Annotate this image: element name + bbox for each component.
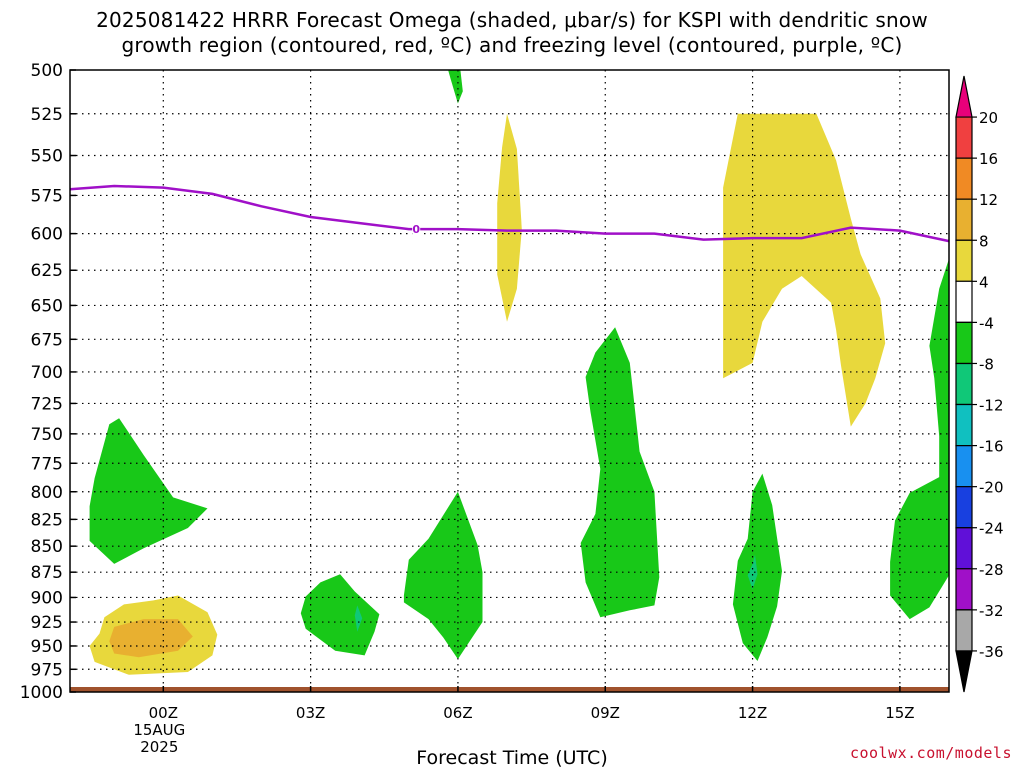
colorbar-swatch-5 [955,280,973,323]
colorbar-swatch-1 [955,116,973,159]
y-tick-label-825: 825 [31,510,63,530]
x-tick-date: 15AUG [133,721,185,739]
colorbar-label-6: -8 [979,355,994,373]
chart-title-line2: growth region (contoured, red, ºC) and f… [121,33,903,57]
y-tick-label-550: 550 [31,147,63,167]
y-tick-label-675: 675 [31,330,63,350]
omega-shading [89,70,949,675]
y-tick-label-800: 800 [31,483,63,503]
colorbar-swatch-3 [955,198,973,241]
colorbar-swatch-12 [955,568,973,611]
omega-region-6 [448,70,463,104]
colorbar-swatch-10 [955,486,973,529]
freezing-level-contour: 0 [69,184,950,243]
y-tick-label-575: 575 [31,186,63,206]
colorbar-label-12: -32 [979,602,1004,620]
x-tick-label-06Z: 06Z [443,704,472,722]
y-tick-label-725: 725 [31,394,63,414]
surface-band [70,687,949,692]
colorbar-label-11: -28 [979,561,1004,579]
y-tick-label-775: 775 [31,454,63,474]
colorbar-swatch-7 [955,362,973,406]
omega-region-10 [732,473,782,661]
omega-region-8 [580,327,660,618]
credit-link[interactable]: coolwx.com/models [849,744,1012,762]
colorbar-label-7: -12 [979,397,1004,415]
omega-region-7 [497,113,522,322]
omega-region-3 [300,574,380,656]
colorbar: 20 16 12 8 4 -4 -8 -12 -16 -20 -24 -28 -32 -36 [955,75,1004,693]
y-tick-label-500: 500 [31,61,63,81]
x-tick-label-15Z: 15Z [885,704,914,722]
x-axis-label: Forecast Time (UTC) [416,747,608,769]
freezing-level-label: 0 [412,223,420,236]
colorbar-label-2: 12 [979,191,998,209]
colorbar-label-1: 16 [979,150,998,168]
omega-region-2 [89,418,208,564]
omega-region-5 [403,491,483,660]
colorbar-label-13: -36 [979,643,1004,661]
colorbar-label-10: -24 [979,520,1004,538]
y-tick-label-600: 600 [31,225,63,245]
colorbar-swatch-0 [955,75,973,118]
colorbar-label-3: 8 [979,232,989,250]
gridlines [70,70,949,692]
y-tick-label-900: 900 [31,588,63,608]
colorbar-label-8: -16 [979,438,1004,456]
colorbar-swatch-13 [955,609,973,652]
y-tick-label-625: 625 [31,261,63,281]
colorbar-swatch-9 [955,445,973,488]
y-tick-label-700: 700 [31,363,63,383]
x-tick-label-09Z: 09Z [591,704,620,722]
colorbar-swatch-6 [955,321,973,365]
colorbar-swatch-11 [955,527,973,570]
omega-region-9 [723,113,886,427]
x-tick-year: 2025 [140,738,178,756]
colorbar-label-4: 4 [979,273,989,291]
x-tick-label-12Z: 12Z [738,704,767,722]
colorbar-swatch-4 [955,239,973,282]
y-tick-label-925: 925 [31,613,63,633]
omega-region-4 [354,605,363,632]
colorbar-label-9: -20 [979,479,1004,497]
x-tick-label-00Z: 00Z [149,704,178,722]
x-tick-label-03Z: 03Z [296,704,325,722]
axes: 500 525 550 575 600 625 650 675 700 725 750 775 800 8… [20,61,950,756]
colorbar-label-0: 20 [979,109,998,127]
y-tick-label-525: 525 [31,105,63,125]
y-tick-label-750: 750 [31,425,63,445]
colorbar-swatch-8 [955,403,973,447]
y-tick-label-875: 875 [31,563,63,583]
freezing-level-label-bg [412,223,421,236]
omega-region-11 [747,554,758,590]
omega-region-12 [890,258,949,620]
y-tick-label-950: 950 [31,637,63,657]
y-tick-label-650: 650 [31,296,63,316]
omega-region-1 [109,619,193,658]
y-tick-label-1000: 1000 [20,683,63,703]
y-tick-label-850: 850 [31,537,63,557]
freezing-level-line [69,184,950,243]
plot-frame [69,69,950,693]
colorbar-swatch-2 [955,157,973,200]
y-tick-label-975: 975 [31,660,63,680]
chart-title-line1: 2025081422 HRRR Forecast Omega (shaded, … [96,8,928,32]
colorbar-label-5: -4 [979,314,994,332]
colorbar-swatch-14 [955,650,973,693]
